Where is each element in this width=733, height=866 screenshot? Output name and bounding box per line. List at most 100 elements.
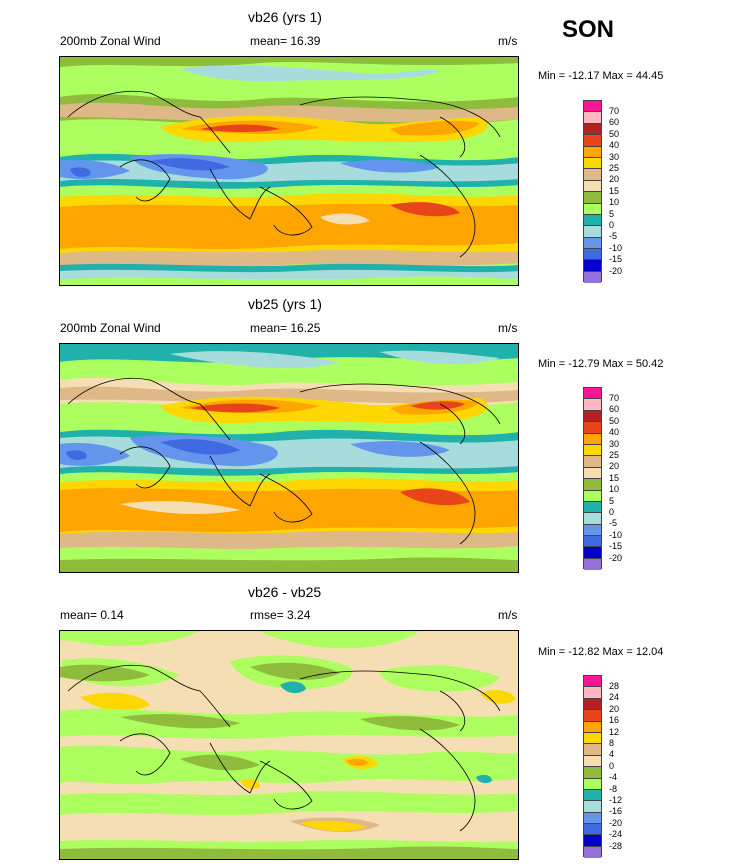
colorbar-label: 50 bbox=[609, 416, 620, 426]
colorbar-swatch bbox=[584, 260, 601, 272]
colorbar-swatch bbox=[584, 180, 601, 193]
panel-2-units: m/s bbox=[498, 321, 518, 335]
colorbar-swatch bbox=[584, 789, 601, 802]
colorbar-label: 60 bbox=[609, 117, 620, 127]
colorbar-label: -5 bbox=[609, 231, 618, 241]
colorbar-swatch bbox=[584, 112, 601, 124]
colorbar-label: 25 bbox=[609, 163, 620, 173]
colorbar-label: 4 bbox=[609, 749, 615, 759]
colorbar-swatch bbox=[584, 249, 601, 261]
colorbar-swatch bbox=[584, 467, 601, 480]
colorbar-label: -20 bbox=[609, 266, 623, 276]
colorbar-label: -10 bbox=[609, 530, 623, 540]
colorbar-swatch bbox=[584, 123, 601, 136]
colorbar-swatch bbox=[584, 744, 601, 756]
colorbar-label: -5 bbox=[609, 518, 618, 528]
colorbar-swatch bbox=[584, 835, 601, 847]
panel-2-colorbar bbox=[583, 387, 602, 571]
colorbar-label: -8 bbox=[609, 784, 618, 794]
colorbar-swatch bbox=[584, 732, 601, 745]
panel-1-map bbox=[59, 56, 519, 286]
colorbar-swatch bbox=[584, 721, 601, 733]
colorbar-label: -24 bbox=[609, 829, 623, 839]
colorbar-swatch bbox=[584, 801, 601, 813]
colorbar-swatch bbox=[584, 271, 601, 284]
colorbar-swatch bbox=[584, 444, 601, 457]
colorbar-swatch bbox=[584, 524, 601, 537]
panel-3-units: m/s bbox=[498, 608, 518, 622]
colorbar-swatch bbox=[584, 501, 601, 514]
panel-1-mean: mean= 16.39 bbox=[250, 34, 321, 48]
colorbar-swatch bbox=[584, 399, 601, 411]
colorbar-swatch bbox=[584, 490, 601, 502]
panel-2-title: vb25 (yrs 1) bbox=[248, 296, 322, 312]
colorbar-swatch bbox=[584, 698, 601, 711]
panel-3-minmax: Min = -12.82 Max = 12.04 bbox=[538, 646, 664, 658]
colorbar-swatch bbox=[584, 479, 601, 491]
colorbar-swatch bbox=[584, 226, 601, 238]
colorbar-swatch bbox=[584, 146, 601, 158]
colorbar-swatch bbox=[584, 169, 601, 181]
colorbar-label: 25 bbox=[609, 450, 620, 460]
colorbar-swatch bbox=[584, 513, 601, 525]
colorbar-label: -15 bbox=[609, 541, 623, 551]
colorbar-label: 0 bbox=[609, 507, 615, 517]
colorbar-label: 8 bbox=[609, 738, 615, 748]
colorbar-swatch bbox=[584, 536, 601, 548]
colorbar-label: 15 bbox=[609, 186, 620, 196]
colorbar-label: -4 bbox=[609, 772, 618, 782]
colorbar-label: -16 bbox=[609, 806, 623, 816]
colorbar-swatch bbox=[584, 824, 601, 836]
colorbar-swatch bbox=[584, 410, 601, 423]
colorbar-label: 50 bbox=[609, 129, 620, 139]
colorbar-label: 28 bbox=[609, 681, 620, 691]
panel-2-minmax: Min = -12.79 Max = 50.42 bbox=[538, 358, 664, 370]
colorbar-swatch bbox=[584, 433, 601, 445]
colorbar-label: -15 bbox=[609, 254, 623, 264]
colorbar-label: -20 bbox=[609, 818, 623, 828]
panel-2-field-label: 200mb Zonal Wind bbox=[60, 321, 161, 335]
panel-1-field-label: 200mb Zonal Wind bbox=[60, 34, 161, 48]
colorbar-swatch bbox=[584, 388, 601, 400]
colorbar-swatch bbox=[584, 157, 601, 170]
colorbar-swatch bbox=[584, 767, 601, 779]
panel-1-units: m/s bbox=[498, 34, 518, 48]
colorbar-label: -20 bbox=[609, 553, 623, 563]
colorbar-label: 5 bbox=[609, 209, 615, 219]
colorbar-label: 30 bbox=[609, 439, 620, 449]
colorbar-swatch bbox=[584, 237, 601, 250]
colorbar-swatch bbox=[584, 456, 601, 468]
colorbar-label: 0 bbox=[609, 220, 615, 230]
colorbar-swatch bbox=[584, 558, 601, 571]
colorbar-label: 20 bbox=[609, 461, 620, 471]
colorbar-label: -10 bbox=[609, 243, 623, 253]
colorbar-label: 5 bbox=[609, 496, 615, 506]
colorbar-label: 60 bbox=[609, 404, 620, 414]
colorbar-label: 40 bbox=[609, 140, 620, 150]
panel-3-map bbox=[59, 630, 519, 860]
panel-3-mean: mean= 0.14 bbox=[60, 608, 124, 622]
colorbar-label: 24 bbox=[609, 692, 620, 702]
colorbar-label: 40 bbox=[609, 427, 620, 437]
colorbar-swatch bbox=[584, 135, 601, 147]
colorbar-swatch bbox=[584, 203, 601, 215]
panel-3-colorbar bbox=[583, 675, 602, 859]
colorbar-label: 30 bbox=[609, 152, 620, 162]
colorbar-swatch bbox=[584, 687, 601, 699]
colorbar-label: 10 bbox=[609, 197, 620, 207]
panel-1-colorbar bbox=[583, 100, 602, 284]
colorbar-swatch bbox=[584, 101, 601, 113]
panel-2-map bbox=[59, 343, 519, 573]
colorbar-label: 20 bbox=[609, 174, 620, 184]
colorbar-label: 20 bbox=[609, 704, 620, 714]
colorbar-swatch bbox=[584, 547, 601, 559]
colorbar-swatch bbox=[584, 778, 601, 790]
colorbar-swatch bbox=[584, 812, 601, 825]
colorbar-swatch bbox=[584, 846, 601, 859]
panel-3-rmse: rmse= 3.24 bbox=[250, 608, 311, 622]
colorbar-swatch bbox=[584, 192, 601, 204]
colorbar-swatch bbox=[584, 676, 601, 688]
colorbar-label: 0 bbox=[609, 761, 615, 771]
panel-1-title: vb26 (yrs 1) bbox=[248, 9, 322, 25]
colorbar-swatch bbox=[584, 710, 601, 722]
